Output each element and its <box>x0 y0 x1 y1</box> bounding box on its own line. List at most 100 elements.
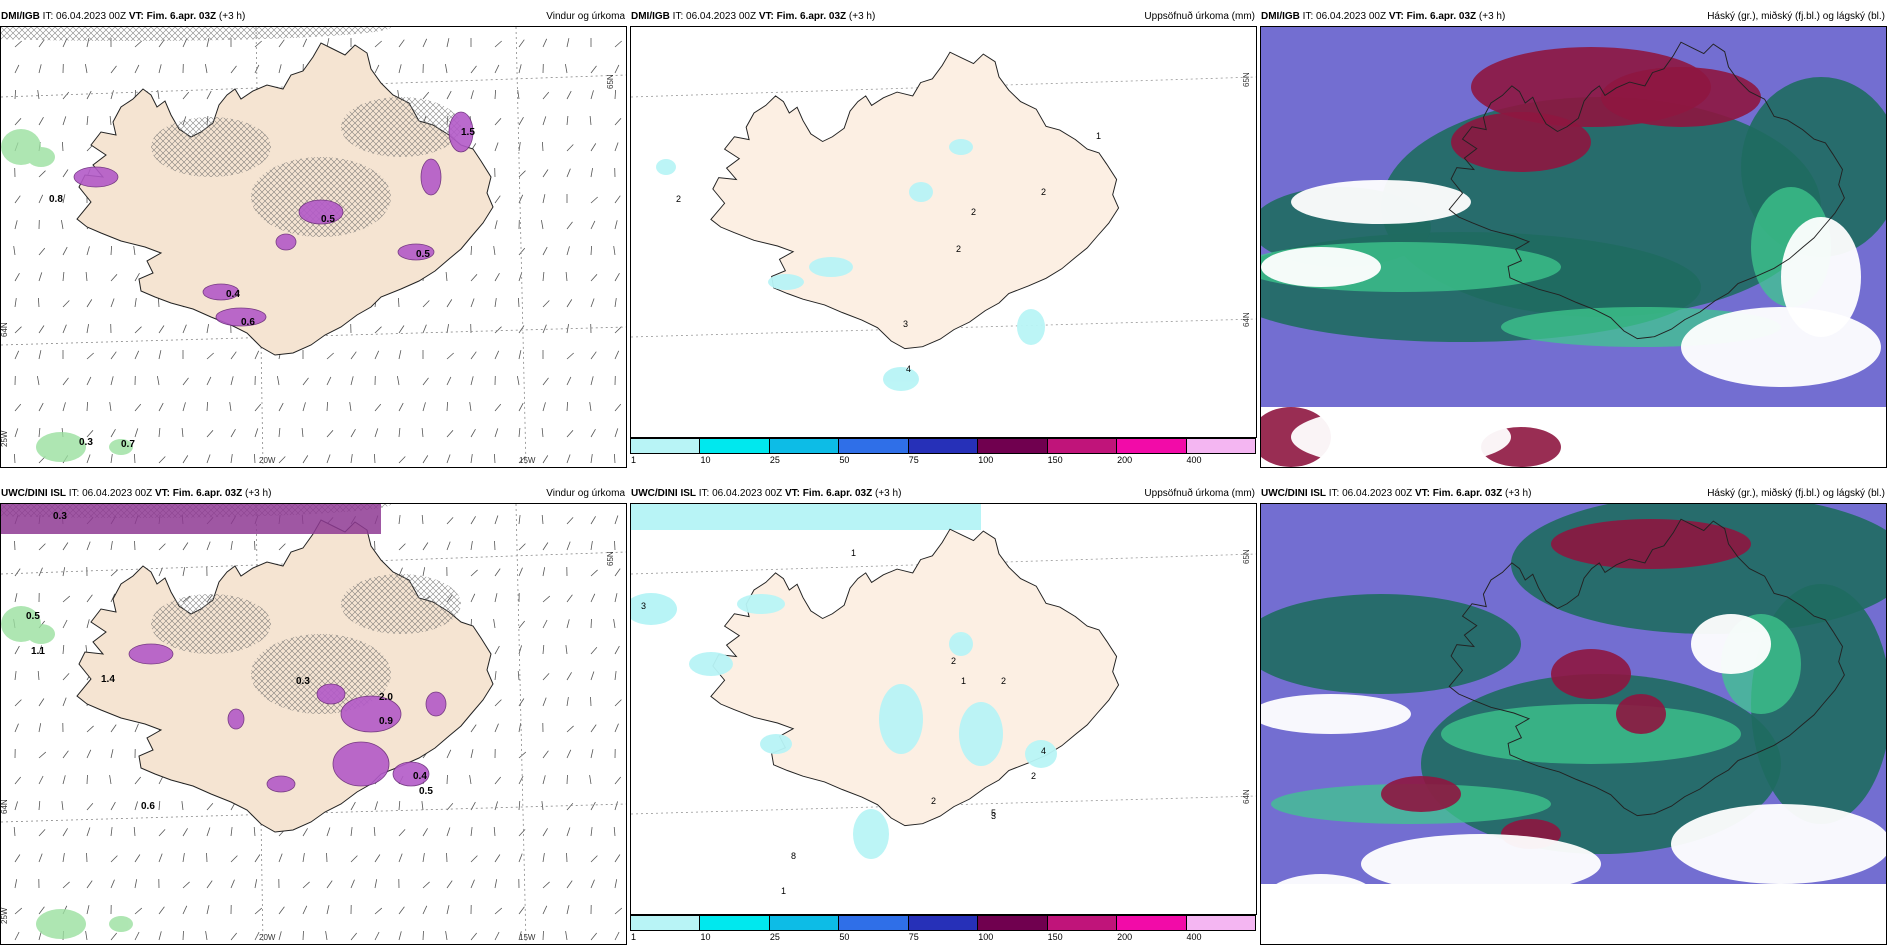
wind-barb <box>446 299 453 308</box>
precip-map[interactable]: 3 1 2 1 2 2 3 2 4 5 8 1 65N 64N <box>630 503 1257 915</box>
wind-barb <box>470 245 472 256</box>
wind-barb <box>518 853 523 863</box>
precip-map[interactable]: 2 1 2 2 2 3 4 65N 64N <box>630 26 1257 438</box>
clear-sky-area <box>1261 694 1411 734</box>
wind-barb <box>230 879 235 889</box>
panel-header: DMI/IGB IT: 06.04.2023 00Z VT: Fim. 6.ap… <box>1260 8 1887 26</box>
wind-barb <box>494 593 498 603</box>
precip-value-label: 0.8 <box>49 194 63 205</box>
wind-barb <box>158 800 161 811</box>
precip-value-label: 0.9 <box>379 716 393 727</box>
precip-blob <box>1025 740 1057 768</box>
wind-barb <box>614 645 620 655</box>
wind-barb <box>566 115 569 126</box>
colorbar-swatch <box>907 438 979 454</box>
wind-barb <box>38 645 42 655</box>
wind-barb <box>566 619 570 629</box>
wind-barb <box>86 376 92 386</box>
wind-barb <box>494 118 502 126</box>
wind-barb <box>446 802 454 811</box>
wind-barb <box>542 300 550 308</box>
wind-barb <box>38 402 44 412</box>
model-name: UWC/DINI ISL <box>1261 488 1326 499</box>
wind-map[interactable]: 0.3 0.8 0.5 0.6 0.4 1.5 0.5 0.3 0.7 65N 64N 25W 20W 1… <box>0 26 627 468</box>
wind-barb <box>590 376 594 386</box>
wind-barb <box>110 351 117 360</box>
high-cloud-area <box>1261 594 1521 694</box>
wind-barb <box>109 402 112 412</box>
wind-barb <box>14 540 16 551</box>
wind-barb <box>590 618 592 629</box>
wind-barb <box>518 829 526 837</box>
wind-barb <box>518 645 522 655</box>
precip-blob <box>420 158 442 196</box>
wind-barb <box>134 350 140 360</box>
wind-barb <box>614 195 621 204</box>
iceland-landmass <box>710 528 1120 827</box>
lead-time: (+3 h) <box>1478 11 1506 22</box>
wind-barb <box>110 274 118 282</box>
wind-barb <box>614 723 619 733</box>
wind-barb <box>278 427 281 438</box>
precip-blob <box>215 307 267 327</box>
wind-barb <box>62 402 66 412</box>
wind-barb <box>422 905 428 915</box>
wind-barb <box>302 881 310 889</box>
wind-barb <box>182 930 184 941</box>
wind-barb <box>566 352 574 360</box>
light-precip-blob <box>109 916 133 932</box>
wind-barb <box>422 881 430 889</box>
wind-barb <box>254 428 259 438</box>
wind-barb <box>398 853 403 863</box>
colorbar-swatch <box>1046 438 1118 454</box>
wind-barb <box>542 169 549 178</box>
wind-barb <box>446 352 454 360</box>
wind-barb <box>494 403 502 412</box>
cloud-map[interactable] <box>1260 26 1887 468</box>
wind-barb <box>326 852 328 863</box>
precip-colorbar: 1 10 25 50 75 100 150 200 400 <box>630 915 1257 942</box>
wind-barb <box>518 698 525 707</box>
wind-barb <box>326 38 330 48</box>
wind-barb <box>590 879 595 889</box>
wind-barb <box>470 376 474 386</box>
wind-barb <box>86 774 88 785</box>
valid-label: VT: <box>1388 11 1404 22</box>
wind-barb <box>422 853 425 863</box>
precip-blob <box>448 111 474 153</box>
wind-barb <box>230 454 233 464</box>
wind-barb <box>62 673 70 681</box>
wind-barb <box>542 644 545 655</box>
graticule-label: 65N <box>1242 72 1251 87</box>
wind-barb <box>302 930 304 941</box>
wind-barb <box>518 620 526 629</box>
wind-barb <box>542 595 551 603</box>
precip-value-label: 0.3 <box>296 676 310 687</box>
precip-patch <box>631 504 981 530</box>
precip-blob <box>949 632 973 656</box>
wind-barb <box>470 541 473 551</box>
wind-barb <box>374 931 380 941</box>
wind-barb <box>110 827 113 837</box>
wind-barb <box>374 453 376 464</box>
colorbar-tick-label: 25 <box>769 455 780 465</box>
wind-barb <box>14 931 20 941</box>
cloud-map[interactable] <box>1260 503 1887 945</box>
wind-barb <box>493 246 496 256</box>
wind-barb <box>182 324 187 334</box>
wind-barb <box>614 568 621 577</box>
wind-barb <box>518 350 522 360</box>
colorbar-swatch <box>1116 915 1187 931</box>
wind-barb <box>350 429 356 438</box>
precip-value-label: 0.5 <box>321 214 335 225</box>
wind-barb <box>205 931 208 941</box>
wind-map[interactable]: 0.3 0.5 1.1 1.4 0.6 0.3 0.9 2.0 0.5 0.4 65N 64N 25W 2… <box>0 503 627 945</box>
wind-barb <box>326 454 331 464</box>
wind-barb <box>86 299 93 308</box>
wind-barb <box>422 567 426 577</box>
wind-barb <box>254 879 258 889</box>
wind-barb <box>494 776 502 785</box>
wind-barb <box>14 907 23 915</box>
wind-barb <box>590 65 597 74</box>
wind-barb <box>590 724 597 733</box>
